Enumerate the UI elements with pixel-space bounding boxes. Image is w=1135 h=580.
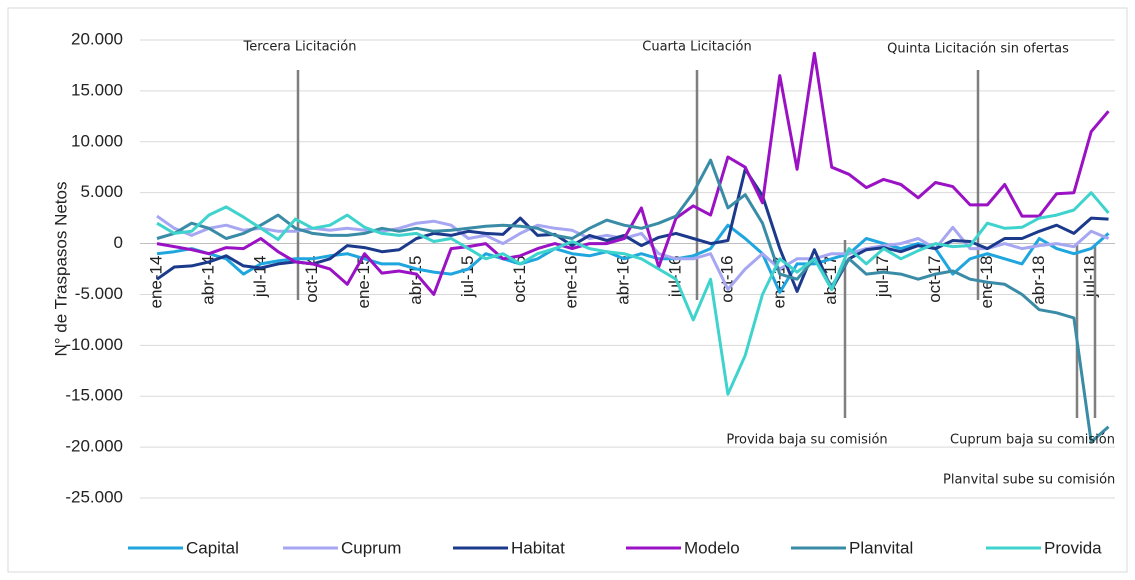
annotation: Cuarta Licitación [642,40,751,55]
legend-label: Modelo [684,538,740,557]
y-tick-label: 15.000 [71,80,123,99]
y-tick-label: 20.000 [71,29,123,48]
x-tick-label: ene-16 [562,256,581,309]
x-tick-label: ene-15 [354,256,373,309]
x-tick-label: jul-17 [873,256,892,299]
frame [7,7,1128,573]
series-line [156,158,1110,444]
y-tick-label: -20.000 [65,437,123,456]
x-tick-label: abr-14 [198,256,217,305]
series-line [156,191,1110,396]
y-tick-label: 5.000 [80,182,123,201]
x-tick-label: oct-14 [302,256,321,303]
annotation: Planvital sube su comisión [943,473,1115,488]
annotation: Tercera Licitación [242,40,356,55]
series-line [156,167,1109,293]
y-tick-label: 0 [114,233,123,252]
x-tick-label: oct-16 [717,256,736,303]
x-tick-label: abr-17 [821,256,840,305]
x-tick-label: abr-18 [1029,256,1048,305]
x-tick-label: oct-17 [925,256,944,303]
legend-label: Capital [186,538,239,557]
x-tick-label: jul-18 [1081,256,1100,299]
x-tick-label: oct-15 [510,256,529,303]
x-tick-label: abr-16 [614,256,633,305]
legend-label: Provida [1044,538,1102,557]
y-tick-label: -10.000 [65,335,123,354]
y-tick-label: -5.000 [75,284,123,303]
series-line [156,51,1110,296]
legend-label: Habitat [511,538,565,557]
x-tick-label: jul-15 [458,256,477,299]
legend-label: Planvital [849,538,913,557]
y-tick-label: -15.000 [65,386,123,405]
y-tick-label: -25.000 [65,487,123,506]
y-tick-label: 10.000 [71,131,123,150]
legend-label: Cuprum [341,538,401,557]
y-axis-title: N° de Traspasos Netos [51,182,70,357]
annotation: Provida baja su comisión [726,433,887,448]
annotation: Cuprum baja su comisión [950,433,1115,448]
x-tick-label: ene-14 [146,256,165,309]
annotation: Quinta Licitación sin ofertas [887,42,1069,57]
